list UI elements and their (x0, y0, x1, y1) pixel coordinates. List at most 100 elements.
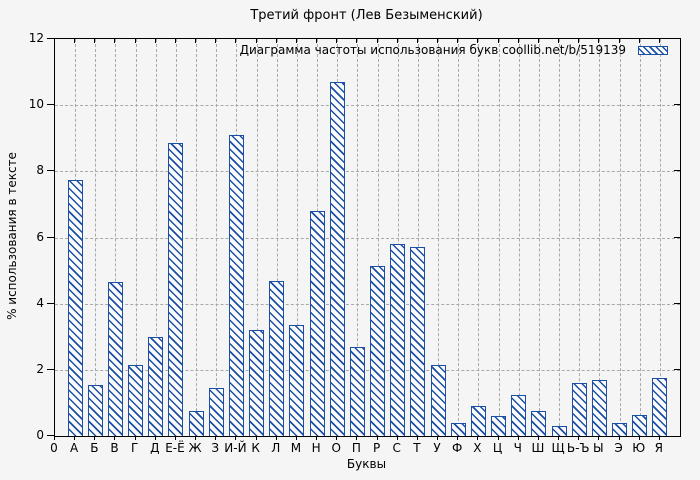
y-tick-mark (47, 38, 54, 39)
bar-Ф (450, 422, 466, 436)
bar-Ж (188, 411, 204, 436)
x-tick-label-Г: Г (130, 441, 139, 455)
x-tick-mark-mirror (195, 39, 197, 43)
bar-Н (309, 211, 325, 436)
legend-hatch-swatch (638, 45, 668, 55)
x-tick-mark (517, 436, 519, 440)
bar-М (289, 325, 305, 436)
bar-Я (652, 378, 668, 436)
x-tick-mark (215, 436, 217, 440)
h-gridline (55, 303, 680, 305)
x-tick-mark-mirror (477, 39, 479, 43)
y-tick-label: 2 (36, 361, 44, 376)
y-tick-mark-mirror (674, 302, 680, 304)
bar-Э (612, 422, 628, 436)
v-gridline (619, 39, 621, 436)
y-tick-label: 0 (36, 428, 44, 442)
bar-Т (410, 247, 426, 436)
x-tick-mark-mirror (255, 39, 257, 43)
y-tick-mark (47, 368, 54, 370)
bar-С (390, 244, 406, 436)
y-tick-mark (47, 170, 54, 172)
bar-Б (87, 384, 103, 436)
x-tick-mark-mirror (658, 39, 660, 43)
x-tick-label-И-Й: И-Й (224, 441, 247, 455)
bar-В (107, 282, 123, 436)
v-gridline (639, 39, 641, 436)
y-tick-mark-mirror (674, 368, 680, 370)
y-tick-mark-mirror (674, 236, 680, 238)
bar-О (329, 82, 345, 436)
bar-Щ (551, 426, 567, 436)
x-tick-label-У: У (433, 441, 441, 455)
x-tick-mark (396, 436, 398, 440)
x-tick-label-Ю: Ю (632, 441, 646, 455)
x-tick-mark (174, 436, 176, 440)
y-tick-mark (47, 104, 54, 106)
v-gridline (256, 39, 258, 436)
x-tick-mark-mirror (396, 39, 398, 43)
legend-label: Диаграмма частоты использования букв coo… (239, 43, 626, 57)
x-tick-mark-mirror (598, 39, 600, 43)
x-tick-mark (376, 436, 378, 440)
v-gridline (498, 39, 500, 436)
x-tick-label-П: П (351, 441, 361, 455)
x-tick-label-Ч: Ч (513, 441, 522, 455)
v-gridline (417, 39, 419, 436)
x-tick-mark-mirror (94, 39, 96, 43)
bar-Г (128, 364, 144, 436)
x-tick-label-С: С (392, 441, 401, 455)
v-gridline (518, 39, 520, 436)
x-tick-label-В: В (110, 441, 119, 455)
bar-Х (470, 406, 486, 436)
x-tick-label-Ф: Ф (452, 441, 463, 455)
x-tick-label-Ж: Ж (188, 441, 202, 455)
x-tick-label-Л: Л (271, 441, 281, 455)
x-tick-mark-mirror (537, 39, 539, 43)
y-tick-mark (47, 435, 54, 436)
v-gridline (296, 39, 298, 436)
x-tick-mark (658, 436, 660, 440)
x-tick-mark-mirror (457, 39, 459, 43)
x-tick-mark (618, 436, 620, 440)
x-axis-title: Буквы (346, 457, 387, 471)
x-tick-label-Ь-Ъ: Ь-Ъ (566, 441, 590, 455)
y-tick-label: 6 (36, 229, 44, 244)
x-tick-mark-mirror (235, 39, 237, 43)
v-gridline (377, 39, 379, 436)
bar-Д (148, 336, 164, 436)
x-tick-label-А: А (70, 441, 79, 455)
v-gridline (216, 39, 218, 436)
h-gridline (55, 237, 680, 239)
v-gridline (599, 39, 601, 436)
x-tick-mark (235, 436, 237, 440)
x-tick-mark-mirror (517, 39, 519, 43)
bar-Ь-Ъ (571, 383, 587, 436)
x-tick-label-Щ: Щ (551, 441, 565, 455)
bar-Л (269, 280, 285, 436)
y-tick-label: 12 (28, 31, 44, 45)
bar-К (249, 330, 265, 436)
bar-Е-Ё (168, 143, 184, 436)
v-gridline (478, 39, 480, 436)
plot-area: Диаграмма частоты использования букв coo… (54, 38, 681, 437)
x-tick-mark (537, 436, 539, 440)
x-tick-mark (336, 436, 338, 440)
bar-Ю (632, 414, 648, 436)
v-gridline (559, 39, 561, 436)
x-tick-mark-mirror (316, 39, 318, 43)
x-tick-label-origin: 0 (50, 441, 58, 455)
x-tick-mark-mirror (558, 39, 560, 43)
bar-Ц (491, 416, 507, 436)
x-tick-mark (94, 436, 96, 440)
v-gridline (135, 39, 137, 436)
x-tick-mark-mirror (638, 39, 640, 43)
x-tick-mark (74, 436, 76, 440)
y-tick-label: 4 (36, 295, 44, 310)
x-tick-label-Е-Ё: Е-Ё (165, 441, 185, 455)
x-tick-mark-mirror (416, 39, 418, 43)
x-tick-mark-mirror (114, 39, 116, 43)
x-tick-mark (497, 436, 499, 440)
bar-Ч (511, 394, 527, 436)
